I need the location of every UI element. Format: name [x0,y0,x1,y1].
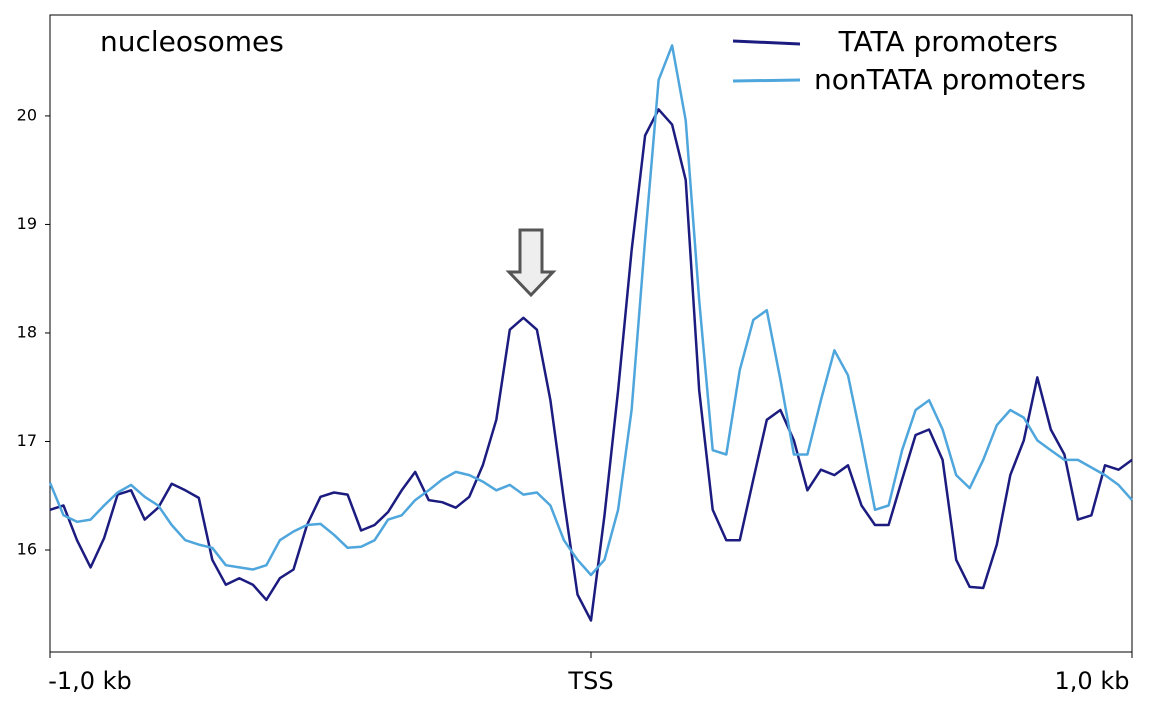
y-tick-label: 16 [17,539,37,558]
y-tick-label: 18 [17,322,37,341]
arrow [505,228,557,298]
legend-label: TATA promoters [838,25,1058,58]
x-tick-label: 1,0 kb [1055,667,1130,695]
y-tick-label: 17 [17,431,37,450]
legend-swatch [732,39,801,46]
annotation: nucleosomes [100,25,284,58]
line-series [48,44,1133,577]
legend-label: nonTATA promoters [814,63,1086,96]
legend-swatch [732,78,801,83]
x-tick-label: TSS [567,667,613,695]
y-tick-label: 19 [17,214,37,233]
y-tick-label: 20 [17,105,37,124]
x-tick-label: -1,0 kb [48,667,132,695]
line-series [49,108,1133,622]
